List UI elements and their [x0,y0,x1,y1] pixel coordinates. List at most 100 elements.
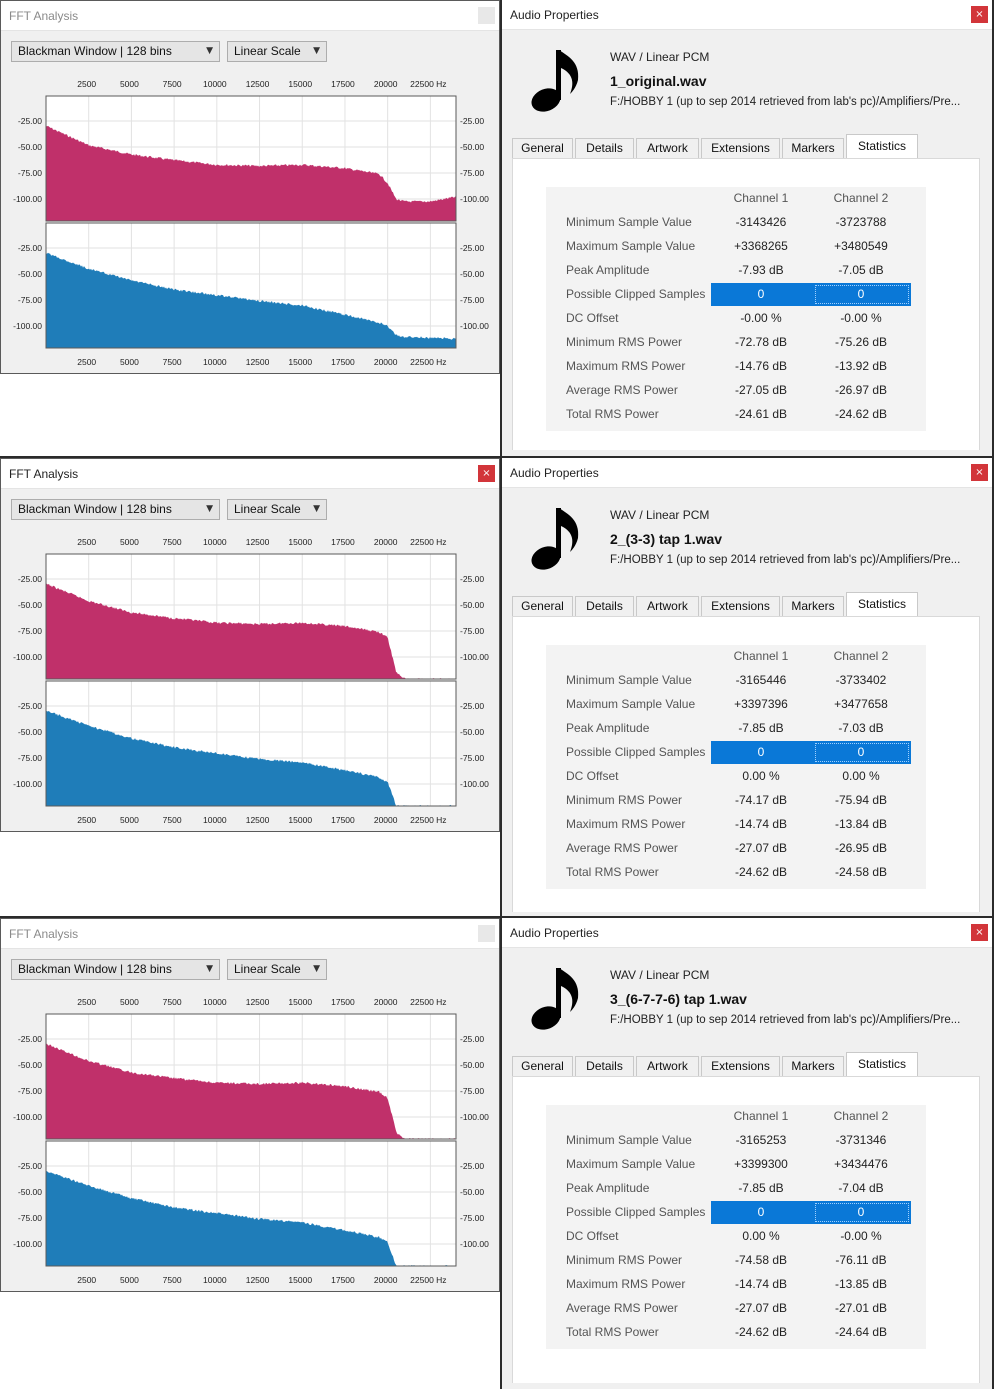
stats-row[interactable]: Minimum Sample Value -3165446 -3733402 [546,669,926,693]
stats-row[interactable]: Maximum Sample Value +3399300 +3434476 [546,1153,926,1177]
tab-extensions[interactable]: Extensions [701,138,780,159]
stats-row[interactable]: Total RMS Power -24.62 dB -24.64 dB [546,1321,926,1345]
tab-statistics[interactable]: Statistics [846,1052,918,1078]
fft-titlebar[interactable]: FFT Analysis × [1,459,499,489]
fft-titlebar[interactable]: FFT Analysis × [1,1,499,31]
tab-statistics[interactable]: Statistics [846,134,918,160]
tab-markers[interactable]: Markers [782,1056,844,1077]
stats-row[interactable]: Minimum RMS Power -74.17 dB -75.94 dB [546,789,926,813]
stats-row[interactable]: Total RMS Power -24.62 dB -24.58 dB [546,861,926,885]
fft-close-button[interactable]: × [478,465,495,482]
stats-row[interactable]: DC Offset 0.00 % -0.00 % [546,1225,926,1249]
y-tick-label: -75.00 [460,1213,484,1223]
chevron-down-icon: ▼ [313,46,320,56]
stats-row[interactable]: Peak Amplitude -7.85 dB -7.04 dB [546,1177,926,1201]
stat-label: DC Offset [566,311,619,325]
column-header-channel-2: Channel 2 [833,191,889,205]
stats-row[interactable]: Total RMS Power -24.61 dB -24.62 dB [546,403,926,427]
channel-2-value: -24.64 dB [834,1325,888,1339]
properties-titlebar[interactable]: Audio Properties × [502,458,992,488]
window-type-dropdown[interactable]: Blackman Window | 128 bins ▼ [11,959,220,980]
stats-row[interactable]: Possible Clipped Samples 0 0 [546,1201,926,1225]
tab-extensions[interactable]: Extensions [701,1056,780,1077]
stats-row[interactable]: Average RMS Power -27.05 dB -26.97 dB [546,379,926,403]
stats-row[interactable]: Minimum RMS Power -74.58 dB -76.11 dB [546,1249,926,1273]
channel-2-value: -13.85 dB [834,1277,888,1291]
y-tick-label: -75.00 [18,753,42,763]
stats-row[interactable]: Maximum Sample Value +3368265 +3480549 [546,235,926,259]
stats-row[interactable]: DC Offset -0.00 % -0.00 % [546,307,926,331]
properties-close-button[interactable]: × [971,464,988,481]
y-tick-label: -75.00 [460,753,484,763]
tab-artwork[interactable]: Artwork [636,138,699,159]
music-note-icon [531,968,579,1030]
y-tick-label: -25.00 [18,1161,42,1171]
statistics-table: Channel 1 Channel 2 Minimum Sample Value -3… [546,1105,926,1349]
tab-markers[interactable]: Markers [782,596,844,617]
column-header-channel-1: Channel 1 [733,1109,789,1123]
stats-row[interactable]: Maximum RMS Power -14.74 dB -13.85 dB [546,1273,926,1297]
stats-row[interactable]: DC Offset 0.00 % 0.00 % [546,765,926,789]
tab-general[interactable]: General [512,1056,573,1077]
stats-row[interactable]: Peak Amplitude -7.93 dB -7.05 dB [546,259,926,283]
stats-row[interactable]: Minimum RMS Power -72.78 dB -75.26 dB [546,331,926,355]
audio-properties-window: Audio Properties × WAV / Linear PCM 1_or… [500,0,994,456]
window-type-dropdown[interactable]: Blackman Window | 128 bins ▼ [11,499,220,520]
y-tick-label: -100.00 [460,321,489,331]
stats-row[interactable]: Possible Clipped Samples 0 0 [546,283,926,307]
stats-header-row: Channel 1 Channel 2 [546,645,926,669]
y-tick-label: -100.00 [13,1239,42,1249]
stats-row[interactable]: Average RMS Power -27.07 dB -26.95 dB [546,837,926,861]
scale-dropdown[interactable]: Linear Scale ▼ [227,959,327,980]
x-tick-label: 15000 [288,357,312,367]
tab-statistics[interactable]: Statistics [846,592,918,618]
x-tick-label: 2500 [77,815,96,825]
channel-2-value: -3731346 [835,1133,887,1147]
channel-1-plot-frame [45,1013,457,1140]
y-tick-label: -100.00 [460,652,489,662]
properties-titlebar[interactable]: Audio Properties × [502,918,992,948]
fft-close-button[interactable]: × [478,7,495,24]
tab-details[interactable]: Details [575,1056,634,1077]
tab-general[interactable]: General [512,596,573,617]
y-tick-label: -25.00 [18,116,42,126]
y-tick-label: -25.00 [460,701,484,711]
tab-details[interactable]: Details [575,596,634,617]
tab-artwork[interactable]: Artwork [636,596,699,617]
channel-1-plot-frame [45,95,457,222]
stats-row[interactable]: Possible Clipped Samples 0 0 [546,741,926,765]
fft-titlebar[interactable]: FFT Analysis × [1,919,499,949]
x-tick-label: 7500 [163,815,182,825]
tab-details[interactable]: Details [575,138,634,159]
properties-close-button[interactable]: × [971,924,988,941]
y-tick-label: -50.00 [18,142,42,152]
x-tick-label: 22500 Hz [410,537,446,547]
stats-row[interactable]: Average RMS Power -27.07 dB -27.01 dB [546,1297,926,1321]
x-tick-label: 7500 [163,1275,182,1285]
fft-close-button[interactable]: × [478,925,495,942]
scale-dropdown[interactable]: Linear Scale ▼ [227,41,327,62]
tab-general[interactable]: General [512,138,573,159]
stats-row[interactable]: Maximum RMS Power -14.76 dB -13.92 dB [546,355,926,379]
channel-2-value: -3733402 [835,673,887,687]
properties-close-button[interactable]: × [971,6,988,23]
y-tick-label: -100.00 [460,194,489,204]
stats-row[interactable]: Maximum Sample Value +3397396 +3477658 [546,693,926,717]
window-type-dropdown[interactable]: Blackman Window | 128 bins ▼ [11,41,220,62]
tab-extensions[interactable]: Extensions [701,596,780,617]
properties-titlebar[interactable]: Audio Properties × [502,0,992,30]
stats-row[interactable]: Maximum RMS Power -14.74 dB -13.84 dB [546,813,926,837]
scale-dropdown[interactable]: Linear Scale ▼ [227,499,327,520]
tab-artwork[interactable]: Artwork [636,1056,699,1077]
y-tick-label: -25.00 [18,701,42,711]
x-tick-label: 12500 [246,537,270,547]
statistics-table: Channel 1 Channel 2 Minimum Sample Value -3… [546,645,926,889]
x-tick-label: 2500 [77,537,96,547]
stats-row[interactable]: Minimum Sample Value -3165253 -3731346 [546,1129,926,1153]
channel-2-value: -7.03 dB [838,721,884,735]
stats-row[interactable]: Peak Amplitude -7.85 dB -7.03 dB [546,717,926,741]
stats-row[interactable]: Minimum Sample Value -3143426 -3723788 [546,211,926,235]
tab-markers[interactable]: Markers [782,138,844,159]
column-header-channel-1: Channel 1 [733,191,789,205]
row-selection-highlight [711,741,911,764]
